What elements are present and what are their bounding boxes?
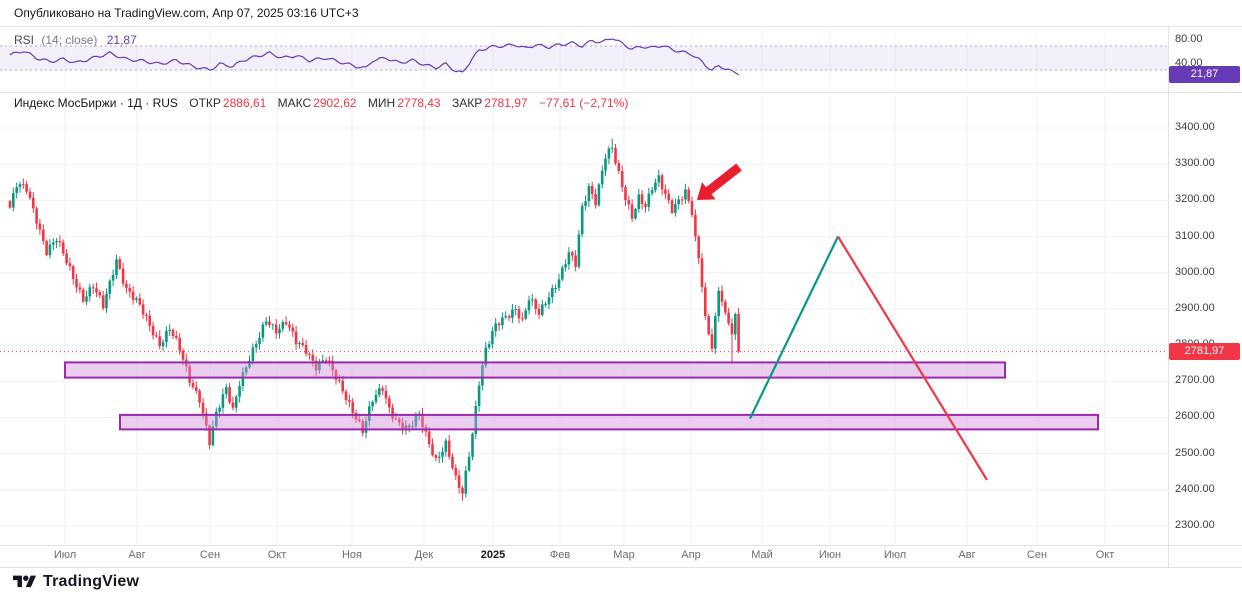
tradingview-logo-icon bbox=[13, 575, 36, 588]
symbol-legend: Индекс МосБиржи · 1Д · RUS ОТКР 2886,61 М… bbox=[14, 96, 628, 110]
price-tick-label: 2500.00 bbox=[1175, 446, 1215, 459]
close-label: ЗАКР bbox=[451, 96, 483, 110]
chart-frame-top bbox=[0, 26, 1242, 27]
time-axis-label: Май bbox=[751, 549, 773, 561]
time-axis-separator bbox=[0, 545, 1242, 546]
time-axis-label: Апр bbox=[681, 549, 701, 561]
time-axis-label: 2025 bbox=[480, 549, 506, 561]
time-axis-label: Окт bbox=[267, 549, 287, 561]
price-tick-label: 3000.00 bbox=[1175, 265, 1215, 278]
rsi-value-badge: 21,87 bbox=[1169, 65, 1240, 83]
low-value: 2778,43 bbox=[397, 96, 441, 110]
open-value: 2886,61 bbox=[222, 96, 267, 110]
rsi-legend: RSI (14; close) 21,87 bbox=[14, 33, 137, 47]
pane-separator[interactable] bbox=[0, 92, 1242, 93]
tradingview-logo[interactable]: TradingView bbox=[13, 573, 139, 591]
chart-frame-bottom bbox=[0, 567, 1242, 568]
time-axis-label: Авг bbox=[128, 549, 146, 561]
open-label: ОТКР bbox=[189, 96, 221, 110]
time-axis-label: Дек bbox=[414, 549, 434, 561]
publish-info: Опубликовано на TradingView.com, Апр 07,… bbox=[14, 6, 359, 20]
price-axis[interactable]: 3400.00 3300.00 3200.00 3100.00 3000.00 2900.… bbox=[1168, 0, 1242, 567]
time-axis-label: Ноя bbox=[341, 549, 363, 561]
price-tick-label: 3200.00 bbox=[1175, 193, 1215, 206]
price-tick-label: 2600.00 bbox=[1175, 410, 1215, 423]
time-axis-label: Июл bbox=[53, 549, 77, 561]
time-axis-label: Мар bbox=[613, 549, 635, 561]
low-label: МИН bbox=[367, 96, 396, 110]
price-axis-separator bbox=[1168, 26, 1169, 567]
change-value: −77,61 (−2,71%) bbox=[538, 96, 629, 110]
time-axis[interactable]: Июл Авг Сен Окт Ноя Дек 2025 Фев Мар Апр Май Июн Июл… bbox=[0, 549, 1168, 565]
price-tick-label: 2700.00 bbox=[1175, 374, 1215, 387]
time-axis-label: Окт bbox=[1095, 549, 1115, 561]
rsi-tick-label: 80.00 bbox=[1175, 33, 1203, 45]
rsi-indicator-name: RSI bbox=[14, 33, 35, 47]
high-value: 2902,62 bbox=[313, 96, 357, 110]
price-tick-label: 2900.00 bbox=[1175, 301, 1215, 314]
rsi-indicator-value: 21,87 bbox=[106, 33, 137, 47]
tradingview-brand-text: TradingView bbox=[43, 573, 140, 590]
time-axis-label: Июн bbox=[818, 549, 842, 561]
high-label: МАКС bbox=[277, 96, 312, 110]
time-axis-label: Сен bbox=[1026, 549, 1048, 561]
price-tick-label: 3400.00 bbox=[1175, 121, 1215, 133]
price-tick-label: 3100.00 bbox=[1175, 229, 1215, 242]
last-price-badge: 2781,97 bbox=[1169, 342, 1240, 360]
symbol-title: Индекс МосБиржи · 1Д · RUS bbox=[14, 96, 178, 110]
chart-canvas[interactable] bbox=[0, 0, 1168, 605]
price-tick-label: 2300.00 bbox=[1175, 518, 1215, 531]
close-value: 2781,97 bbox=[484, 96, 528, 110]
time-axis-label: Июл bbox=[883, 549, 907, 561]
rsi-indicator-params: (14; close) bbox=[41, 33, 98, 47]
time-axis-label: Сен bbox=[199, 549, 221, 561]
price-tick-label: 3300.00 bbox=[1175, 157, 1215, 170]
price-tick-label: 2400.00 bbox=[1175, 482, 1215, 495]
time-axis-label: Фев bbox=[549, 549, 571, 561]
time-axis-label: Авг bbox=[958, 549, 976, 561]
